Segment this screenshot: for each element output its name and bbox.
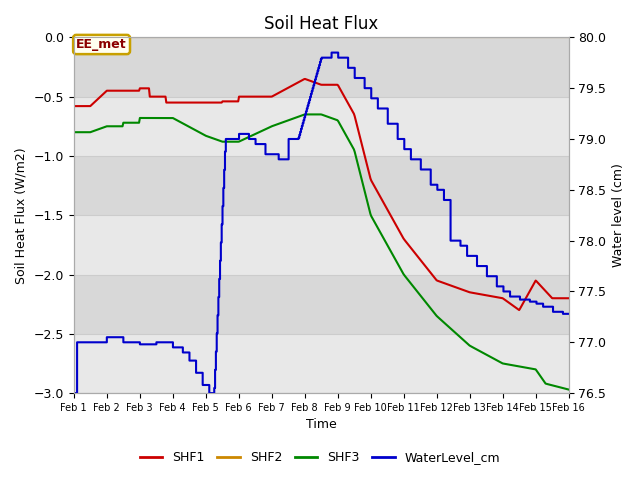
Text: EE_met: EE_met: [76, 38, 127, 51]
Title: Soil Heat Flux: Soil Heat Flux: [264, 15, 378, 33]
Bar: [74, 334, 569, 393]
Bar: [74, 275, 569, 334]
Legend: SHF1, SHF2, SHF3, WaterLevel_cm: SHF1, SHF2, SHF3, WaterLevel_cm: [135, 446, 505, 469]
Bar: [74, 215, 569, 275]
Bar: [74, 156, 569, 215]
Bar: [74, 96, 569, 156]
Y-axis label: Water level (cm): Water level (cm): [612, 163, 625, 267]
Y-axis label: Soil Heat Flux (W/m2): Soil Heat Flux (W/m2): [15, 147, 28, 284]
Bar: [74, 37, 569, 96]
X-axis label: Time: Time: [306, 419, 337, 432]
